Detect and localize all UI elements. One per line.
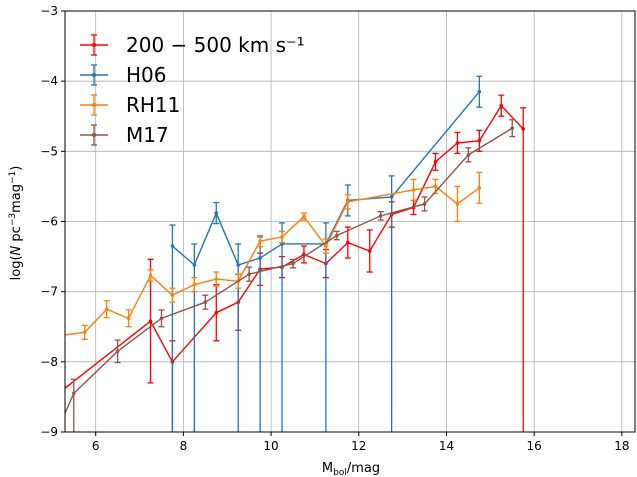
y-tick-label: −3 xyxy=(40,4,58,18)
x-tick-label: 14 xyxy=(439,439,454,453)
x-tick-label: 8 xyxy=(180,439,188,453)
legend-label: 200 − 500 km s⁻¹ xyxy=(126,33,305,57)
series-line xyxy=(65,185,480,336)
legend-label: H06 xyxy=(126,63,167,87)
data-point xyxy=(148,319,153,323)
data-point xyxy=(258,239,262,243)
series-layer xyxy=(61,75,527,432)
legend-swatch-marker xyxy=(92,73,96,77)
data-point xyxy=(466,153,471,157)
x-axis-label: Mbol/mag xyxy=(322,461,380,477)
data-point xyxy=(378,214,383,218)
legend: 200 − 500 km s⁻¹ H06 RH11 M17 xyxy=(80,33,305,147)
series-4 xyxy=(61,119,516,432)
data-point xyxy=(247,272,251,276)
data-point xyxy=(71,391,76,396)
data-point xyxy=(82,330,87,335)
data-point xyxy=(346,200,350,204)
data-point xyxy=(324,244,328,248)
data-point xyxy=(203,300,208,304)
data-point xyxy=(214,211,219,215)
data-point xyxy=(433,184,438,189)
data-point xyxy=(499,103,504,108)
legend-swatch-marker xyxy=(92,43,96,47)
legend-label: RH11 xyxy=(126,93,180,117)
data-point xyxy=(148,273,153,278)
data-point xyxy=(455,202,460,206)
data-point xyxy=(258,256,262,260)
x-tick-label: 6 xyxy=(92,439,100,453)
legend-swatch-marker xyxy=(92,103,96,107)
x-tick-label: 12 xyxy=(351,439,366,453)
y-tick-label: −7 xyxy=(40,285,58,299)
legend-label: M17 xyxy=(126,123,169,147)
series-line xyxy=(171,91,480,267)
data-point xyxy=(115,349,120,354)
y-tick-label: −5 xyxy=(40,144,58,158)
legend-item: 200 − 500 km s⁻¹ xyxy=(80,33,305,57)
legend-item: RH11 xyxy=(80,93,180,117)
series-2 xyxy=(169,75,483,432)
data-point xyxy=(61,416,65,420)
legend-item: M17 xyxy=(80,123,169,147)
data-point xyxy=(367,249,372,253)
data-point xyxy=(302,214,306,219)
data-point xyxy=(214,277,219,281)
data-point xyxy=(510,126,515,130)
data-point xyxy=(61,388,65,392)
x-tick-label: 18 xyxy=(614,439,629,453)
data-point xyxy=(126,316,131,321)
data-point xyxy=(389,195,394,199)
data-point xyxy=(214,310,219,315)
series-line xyxy=(65,104,524,390)
data-point xyxy=(280,235,284,239)
data-point xyxy=(346,240,350,245)
legend-item: H06 xyxy=(80,63,167,87)
ticks: 6 8 10 12 14 16 18 −9 −8 −7 −6 −5 −4 −3 xyxy=(40,4,629,453)
data-point xyxy=(411,188,416,192)
legend-swatch-marker xyxy=(92,133,96,137)
data-point xyxy=(192,282,197,287)
data-point xyxy=(170,244,175,248)
data-point xyxy=(433,160,438,164)
data-point xyxy=(477,89,482,94)
data-point xyxy=(422,202,427,206)
data-point xyxy=(236,263,240,267)
data-point xyxy=(455,141,460,145)
x-tick-label: 16 xyxy=(527,439,542,453)
y-axis-label: log(N pc−3mag−1) xyxy=(8,166,24,281)
data-point xyxy=(104,307,109,312)
y-tick-label: −6 xyxy=(40,215,58,229)
y-tick-label: −9 xyxy=(40,425,58,439)
y-tick-label: −4 xyxy=(40,74,58,88)
data-point xyxy=(291,261,295,266)
series-1 xyxy=(61,94,527,432)
series-line xyxy=(65,127,513,415)
data-point xyxy=(521,127,525,131)
y-tick-label: −8 xyxy=(40,355,58,369)
data-point xyxy=(61,333,65,337)
x-tick-label: 10 xyxy=(263,439,278,453)
data-point xyxy=(477,186,482,190)
data-point xyxy=(159,316,164,321)
data-point xyxy=(477,139,482,143)
data-point xyxy=(170,293,175,297)
data-point xyxy=(335,233,339,238)
data-point xyxy=(192,263,197,267)
